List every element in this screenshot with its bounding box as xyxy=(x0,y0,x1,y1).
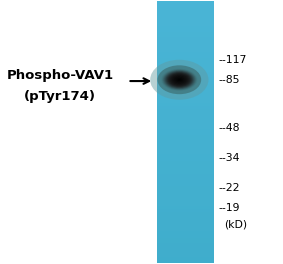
Ellipse shape xyxy=(161,69,198,91)
Text: --22: --22 xyxy=(218,183,240,193)
Ellipse shape xyxy=(178,79,180,80)
Ellipse shape xyxy=(174,76,185,83)
Ellipse shape xyxy=(168,73,190,86)
Ellipse shape xyxy=(164,70,195,89)
Text: --117: --117 xyxy=(218,55,247,65)
Ellipse shape xyxy=(163,70,196,90)
Ellipse shape xyxy=(170,74,188,85)
Ellipse shape xyxy=(177,78,182,81)
Ellipse shape xyxy=(175,77,184,83)
Ellipse shape xyxy=(172,75,186,84)
Ellipse shape xyxy=(166,72,193,88)
Ellipse shape xyxy=(157,65,201,94)
Ellipse shape xyxy=(165,71,194,89)
Text: --19: --19 xyxy=(218,203,240,213)
Ellipse shape xyxy=(173,76,186,84)
Ellipse shape xyxy=(150,60,209,100)
Text: (kD): (kD) xyxy=(224,220,247,230)
Ellipse shape xyxy=(176,78,183,82)
Text: (pTyr174): (pTyr174) xyxy=(24,90,96,103)
Text: --34: --34 xyxy=(218,153,240,163)
Ellipse shape xyxy=(162,69,197,90)
Ellipse shape xyxy=(171,75,188,85)
Text: --48: --48 xyxy=(218,123,240,133)
Ellipse shape xyxy=(168,73,191,87)
Ellipse shape xyxy=(177,79,181,81)
Ellipse shape xyxy=(167,72,192,88)
Text: Phospho-VAV1: Phospho-VAV1 xyxy=(7,69,114,82)
Ellipse shape xyxy=(169,74,189,86)
Text: --85: --85 xyxy=(218,75,240,85)
